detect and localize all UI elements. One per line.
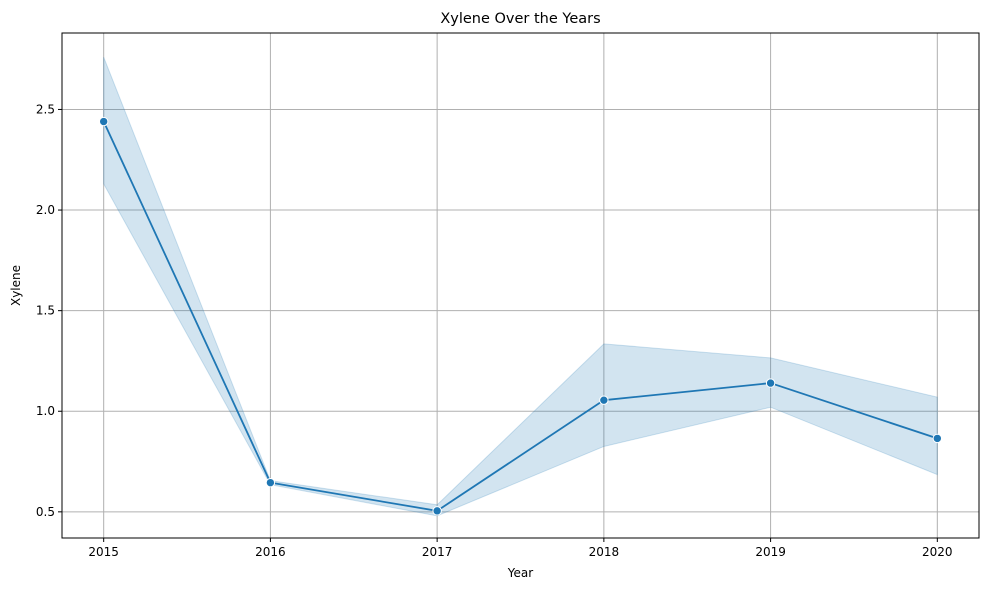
y-tick-label: 1.0 (36, 404, 55, 418)
data-point (432, 506, 442, 516)
confidence-bands (103, 56, 938, 517)
data-points (98, 116, 943, 516)
y-tick-label: 0.5 (36, 505, 55, 519)
x-axis-ticks: 2015 2016 2017 2018 2019 2020 (88, 538, 953, 559)
data-point (765, 378, 776, 388)
data-point (599, 395, 609, 405)
x-tick-label: 2015 (88, 545, 119, 559)
data-point (932, 433, 943, 444)
y-tick-label: 1.5 (36, 304, 55, 318)
x-tick-label: 2020 (922, 545, 953, 559)
y-axis-label: Xylene (9, 265, 23, 306)
series-lines (102, 121, 938, 512)
y-axis-ticks: 0.5 1.0 1.5 2.0 2.5 (36, 102, 62, 519)
x-tick-label: 2016 (255, 545, 286, 559)
grid-lines (62, 33, 979, 538)
x-tick-label: 2019 (755, 545, 786, 559)
confidence-band (103, 56, 938, 517)
series-line (102, 121, 938, 512)
y-tick-label: 2.0 (36, 203, 55, 217)
x-tick-label: 2018 (589, 545, 620, 559)
x-tick-label: 2017 (422, 545, 453, 559)
plot-frame (61, 32, 980, 539)
data-point (98, 116, 109, 127)
y-tick-label: 2.5 (36, 102, 55, 116)
chart-title: Xylene Over the Years (440, 11, 600, 27)
data-point (265, 477, 276, 488)
x-axis-label: Year (507, 566, 533, 580)
